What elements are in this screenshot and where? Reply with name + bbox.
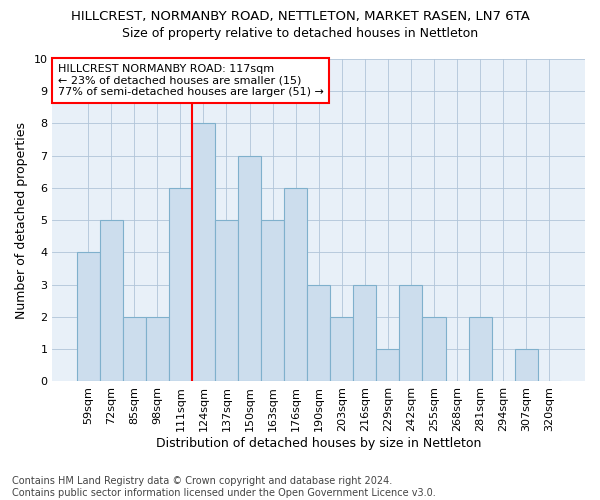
- Bar: [400, 284, 422, 382]
- Bar: [192, 124, 215, 382]
- Text: HILLCREST NORMANBY ROAD: 117sqm
← 23% of detached houses are smaller (15)
77% of: HILLCREST NORMANBY ROAD: 117sqm ← 23% of…: [58, 64, 323, 97]
- Bar: [469, 317, 491, 382]
- Bar: [376, 349, 400, 382]
- Text: HILLCREST, NORMANBY ROAD, NETTLETON, MARKET RASEN, LN7 6TA: HILLCREST, NORMANBY ROAD, NETTLETON, MAR…: [71, 10, 529, 23]
- Bar: [353, 284, 376, 382]
- Bar: [261, 220, 284, 382]
- Bar: [330, 317, 353, 382]
- Bar: [100, 220, 123, 382]
- Bar: [238, 156, 261, 382]
- Bar: [169, 188, 192, 382]
- Text: Contains HM Land Registry data © Crown copyright and database right 2024.
Contai: Contains HM Land Registry data © Crown c…: [12, 476, 436, 498]
- Bar: [215, 220, 238, 382]
- Bar: [515, 349, 538, 382]
- X-axis label: Distribution of detached houses by size in Nettleton: Distribution of detached houses by size …: [156, 437, 481, 450]
- Bar: [123, 317, 146, 382]
- Bar: [422, 317, 446, 382]
- Bar: [146, 317, 169, 382]
- Y-axis label: Number of detached properties: Number of detached properties: [15, 122, 28, 318]
- Bar: [307, 284, 330, 382]
- Bar: [284, 188, 307, 382]
- Text: Size of property relative to detached houses in Nettleton: Size of property relative to detached ho…: [122, 28, 478, 40]
- Bar: [77, 252, 100, 382]
